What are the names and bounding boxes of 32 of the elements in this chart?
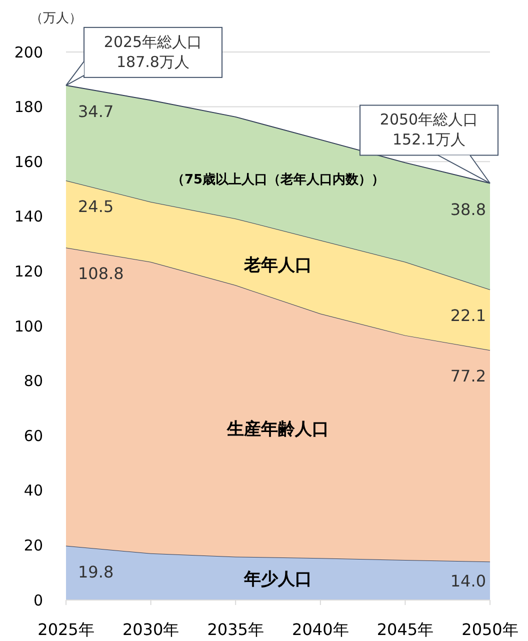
x-tick-label: 2050年 [462, 620, 518, 639]
y-tick-label: 120 [14, 262, 43, 280]
data-label: 108.8 [78, 264, 124, 284]
series-label: 生産年齢人口 [226, 419, 329, 440]
y-tick-label: 200 [14, 43, 43, 62]
x-tick-label: 2025年 [38, 620, 94, 639]
series-label: （75歳以上人口（老年人口内数）） [171, 172, 385, 188]
x-tick-label: 2040年 [292, 620, 349, 639]
y-tick-label: 160 [14, 152, 43, 171]
y-tick-label: 100 [14, 317, 43, 336]
y-tick-label: 60 [24, 426, 43, 445]
series-label: 年少人口 [243, 570, 312, 590]
data-label: 22.1 [450, 306, 486, 326]
data-label: 38.8 [450, 200, 486, 219]
y-tick-label: 140 [14, 208, 43, 226]
y-axis-title: （万人） [30, 11, 82, 26]
y-tick-label: 180 [14, 98, 43, 116]
annotation: 2025年総人口 187.8万人 [104, 32, 202, 71]
x-tick-label: 2035年 [207, 620, 264, 639]
y-tick-label: 20 [24, 536, 43, 554]
data-label: 19.8 [78, 562, 114, 582]
data-label: 77.2 [450, 366, 486, 386]
data-label: 34.7 [78, 102, 114, 122]
y-tick-label: 80 [24, 372, 43, 390]
data-label: 14.0 [450, 571, 486, 590]
y-tick-label: 40 [24, 482, 43, 500]
y-tick-label: 0 [33, 591, 43, 610]
series-label: 老年人口 [243, 255, 312, 276]
data-label: 24.5 [78, 197, 114, 216]
annotation: 2050年総人口 152.1万人 [380, 110, 478, 149]
x-tick-label: 2030年 [122, 620, 180, 639]
x-tick-label: 2045年 [376, 620, 434, 639]
